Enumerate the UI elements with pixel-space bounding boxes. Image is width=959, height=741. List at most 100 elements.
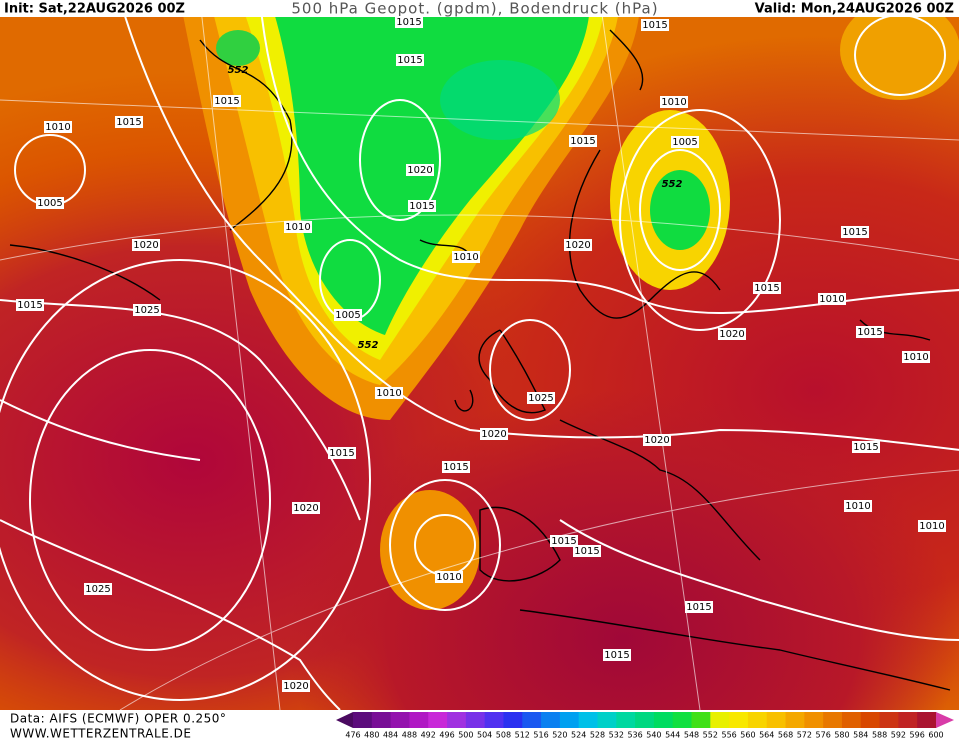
pressure-label: 1020 bbox=[644, 435, 669, 446]
label-box bbox=[44, 121, 72, 133]
scale-label: 596 bbox=[910, 731, 925, 740]
scale-label: 536 bbox=[627, 731, 642, 740]
scale-swatch bbox=[522, 712, 542, 728]
scale-swatch bbox=[447, 712, 467, 728]
scale-swatch bbox=[465, 712, 486, 728]
scale-swatch bbox=[766, 712, 787, 728]
pressure-label: 1020 bbox=[407, 165, 432, 176]
color-scale: 476 480 484 488 492 496 500 504 508 512 516 520 524 5… bbox=[336, 712, 954, 740]
pressure-label: 1020 bbox=[481, 429, 506, 440]
scale-swatch bbox=[747, 712, 768, 728]
label-box bbox=[16, 299, 44, 311]
pressure-label: 1015 bbox=[604, 650, 629, 661]
scale-label: 572 bbox=[797, 731, 812, 740]
scale-label: 584 bbox=[853, 731, 868, 740]
label-box bbox=[328, 447, 356, 459]
scale-label: 508 bbox=[496, 731, 511, 740]
scale-label: 496 bbox=[439, 731, 454, 740]
scale-swatch bbox=[559, 712, 580, 728]
scale-swatch bbox=[578, 712, 598, 728]
label-box bbox=[442, 461, 470, 473]
scale-swatch bbox=[804, 712, 824, 728]
scale-swatch bbox=[371, 712, 392, 728]
pressure-label: 1005 bbox=[37, 198, 62, 209]
scale-label: 568 bbox=[778, 731, 793, 740]
scale-swatch bbox=[729, 712, 749, 728]
scale-arrow-left bbox=[336, 712, 353, 728]
label-box bbox=[753, 282, 781, 294]
pressure-label: 1020 bbox=[719, 329, 744, 340]
pressure-label: 1010 bbox=[376, 388, 401, 399]
label-box bbox=[435, 571, 463, 583]
label-box bbox=[396, 54, 424, 66]
label-box bbox=[292, 502, 320, 514]
isobar-labels: 1015 1015 1015 552 1015 1010 1010 1015 1015 1005 1… bbox=[16, 16, 946, 692]
pressure-label: 1015 bbox=[397, 55, 422, 66]
scale-label: 576 bbox=[816, 731, 831, 740]
pressure-label: 1015 bbox=[443, 462, 468, 473]
scale-label: 504 bbox=[477, 731, 492, 740]
pressure-label: 1010 bbox=[919, 521, 944, 532]
scale-swatch bbox=[860, 712, 881, 728]
scale-swatch bbox=[635, 712, 655, 728]
scale-label: 552 bbox=[703, 731, 718, 740]
height-label: 552 bbox=[228, 65, 249, 76]
scale-label: 580 bbox=[834, 731, 849, 740]
pressure-label: 1010 bbox=[845, 501, 870, 512]
label-box bbox=[844, 500, 872, 512]
pressure-label: 1015 bbox=[570, 136, 595, 147]
pressure-label: 1025 bbox=[85, 584, 110, 595]
label-box bbox=[902, 351, 930, 363]
label-box bbox=[408, 200, 436, 212]
label-box bbox=[718, 328, 746, 340]
pressure-label: 1015 bbox=[17, 300, 42, 311]
pressure-label: 1005 bbox=[335, 310, 360, 321]
scale-label: 548 bbox=[684, 731, 699, 740]
pressure-label: 1025 bbox=[528, 393, 553, 404]
pressure-label: 1025 bbox=[134, 305, 159, 316]
scale-swatch bbox=[597, 712, 617, 728]
init-time: Init: Sat,22AUG2026 00Z bbox=[4, 2, 185, 17]
label-box bbox=[406, 164, 434, 176]
scale-swatch bbox=[917, 712, 937, 728]
label-box bbox=[643, 434, 671, 446]
label-box bbox=[569, 135, 597, 147]
scale-label: 564 bbox=[759, 731, 774, 740]
pressure-label: 1020 bbox=[565, 240, 590, 251]
label-box bbox=[213, 95, 241, 107]
scale-arrow-right bbox=[936, 712, 954, 728]
pressure-label: 1010 bbox=[819, 294, 844, 305]
label-box bbox=[452, 251, 480, 263]
scale-label: 484 bbox=[383, 731, 398, 740]
label-box bbox=[133, 304, 161, 316]
label-box bbox=[852, 441, 880, 453]
label-box bbox=[395, 16, 423, 28]
pressure-label: 1015 bbox=[396, 17, 421, 28]
pressure-label: 1015 bbox=[642, 20, 667, 31]
height-label: 552 bbox=[662, 179, 683, 190]
pressure-label: 1015 bbox=[857, 327, 882, 338]
pressure-label: 1015 bbox=[409, 201, 434, 212]
scale-swatch bbox=[353, 712, 373, 728]
label-box bbox=[856, 326, 884, 338]
label-box bbox=[818, 293, 846, 305]
label-box bbox=[564, 239, 592, 251]
scale-swatch bbox=[710, 712, 730, 728]
label-box bbox=[671, 136, 699, 148]
label-box bbox=[685, 601, 713, 613]
pressure-label: 1020 bbox=[133, 240, 158, 251]
pressure-label: 1020 bbox=[293, 503, 318, 514]
scale-swatch bbox=[428, 712, 448, 728]
pressure-label: 1015 bbox=[842, 227, 867, 238]
pressure-label: 1015 bbox=[551, 536, 576, 547]
pressure-label: 1015 bbox=[754, 283, 779, 294]
label-box bbox=[282, 680, 310, 692]
label-box bbox=[375, 387, 403, 399]
pressure-label: 1010 bbox=[285, 222, 310, 233]
pressure-label: 1005 bbox=[672, 137, 697, 148]
scale-label: 512 bbox=[515, 731, 530, 740]
pressure-label: 1010 bbox=[436, 572, 461, 583]
scale-swatch bbox=[672, 712, 693, 728]
scale-label: 480 bbox=[364, 731, 379, 740]
